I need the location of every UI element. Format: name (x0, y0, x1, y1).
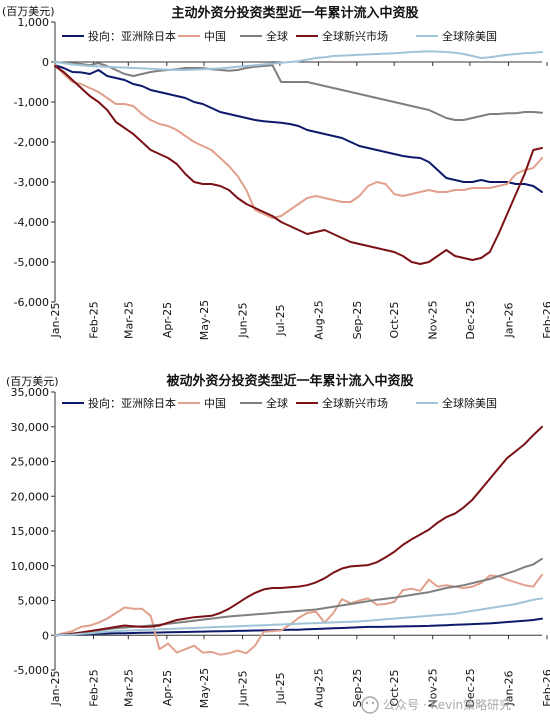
x-tick-label: Sep-25 (351, 669, 364, 708)
chart-1-title: 主动外资分投资类型近一年累计流入中资股 (171, 5, 418, 21)
series-line-4 (54, 425, 543, 637)
watermark-text: 公众号 · Kevin策略研究 (383, 697, 511, 712)
x-tick-label: Mar-25 (122, 669, 135, 707)
x-tick-label: May-25 (198, 668, 211, 709)
chart-2-axes: 35,000 30,000 25,000 20,000 15,000 10,000 5,00… (11, 386, 550, 708)
chart-active-flows: 主动外资分投资类型近一年累计流入中资股 (百万美元) 投向：亚洲除日本 中国 全球 全… (2, 5, 550, 340)
y-tick-label: 15,000 (11, 525, 50, 538)
y-tick-label: 5,000 (18, 595, 50, 608)
x-tick-label: Jan-25 (49, 303, 62, 339)
legend-label: 全球新兴市场 (322, 29, 388, 43)
x-tick-label: Jul-25 (274, 304, 287, 336)
legend-label: 全球新兴市场 (322, 396, 388, 410)
x-tick-label: Feb-25 (88, 669, 101, 706)
legend-label: 中国 (204, 30, 226, 43)
chart-2-unit-label: (百万美元) (6, 375, 59, 388)
series-line-2 (54, 573, 543, 656)
x-tick-label: Nov-25 (427, 668, 440, 707)
legend-label: 全球 (266, 396, 288, 410)
y-tick-label: -5,000 (14, 664, 49, 677)
x-tick-label: Aug-25 (312, 668, 325, 707)
x-tick-label: Nov-25 (427, 300, 440, 339)
chart-1-legend: 投向：亚洲除日本 中国 全球 全球新兴市场 全球除美国 (62, 29, 497, 43)
series-line-3 (54, 61, 543, 121)
watermark: 公众号 · Kevin策略研究 (361, 696, 511, 714)
x-tick-label: Feb-25 (88, 301, 101, 338)
y-tick-label: 1,000 (18, 16, 50, 29)
x-tick-label: Jul-25 (274, 672, 287, 704)
series-line-2 (54, 64, 543, 219)
y-tick-label: -5,000 (14, 256, 49, 269)
x-tick-label: Aug-25 (312, 300, 325, 339)
legend-label: 全球除美国 (442, 396, 497, 410)
chart-1-series (54, 50, 543, 265)
x-tick-label: Jan-25 (49, 671, 62, 707)
x-tick-label: Jan-26 (502, 303, 515, 339)
y-tick-label: 0 (42, 56, 49, 69)
x-tick-label: Jun-25 (237, 670, 250, 706)
y-tick-label: -4,000 (14, 216, 49, 229)
y-tick-label: -3,000 (14, 176, 49, 189)
y-tick-label: -1,000 (14, 96, 49, 109)
legend-label: 全球除美国 (442, 29, 497, 43)
x-tick-label: Jun-25 (237, 302, 250, 338)
y-tick-label: 0 (42, 629, 49, 642)
x-tick-label: Apr-25 (161, 670, 174, 706)
y-tick-label: -6,000 (14, 296, 49, 309)
series-line-1 (54, 64, 543, 193)
y-tick-label: 25,000 (11, 456, 50, 469)
chart-2-title: 被动外资分投资类型近一年累计流入中资股 (165, 373, 413, 389)
legend-label: 中国 (204, 397, 226, 410)
series-line-1 (54, 617, 543, 637)
x-tick-label: May-25 (198, 300, 211, 341)
chart-2-legend: 投向：亚洲除日本 中国 全球 全球新兴市场 全球除美国 (62, 396, 497, 410)
wechat-official-account-icon (361, 696, 379, 714)
y-tick-label: 30,000 (11, 421, 50, 434)
x-tick-label: Mar-25 (122, 301, 135, 339)
x-tick-label: Feb-26 (541, 669, 550, 706)
series-line-5 (54, 597, 543, 637)
x-tick-label: Sep-25 (351, 301, 364, 340)
x-tick-label: Oct-25 (388, 302, 401, 339)
legend-label: 投向：亚洲除日本 (88, 29, 176, 43)
legend-label: 全球 (266, 29, 288, 43)
x-tick-label: Dec-25 (464, 300, 477, 339)
y-tick-label: 20,000 (11, 490, 50, 503)
y-tick-label: 10,000 (11, 560, 50, 573)
series-line-4 (54, 65, 543, 265)
chart-2-series (54, 425, 543, 656)
legend-label: 投向：亚洲除日本 (88, 396, 176, 410)
y-tick-label: -2,000 (14, 136, 49, 149)
x-tick-label: Feb-26 (541, 301, 550, 338)
x-tick-label: Apr-25 (161, 302, 174, 338)
x-tick-label: Dec-25 (464, 668, 477, 707)
x-tick-label: Jan-26 (502, 671, 515, 707)
chart-1-axes: 1,000 0 -1,000 -2,000 -3,000 -4,000 -5,000 -6,0… (14, 16, 550, 340)
x-tick-label: Oct-25 (388, 670, 401, 707)
chart-1-unit-label: (百万美元) (2, 5, 55, 18)
series-line-5 (54, 50, 543, 71)
y-tick-label: 35,000 (11, 386, 50, 399)
chart-passive-flows: 被动外资分投资类型近一年累计流入中资股 (百万美元) 投向：亚洲除日本 中国 全球 全… (6, 373, 550, 708)
